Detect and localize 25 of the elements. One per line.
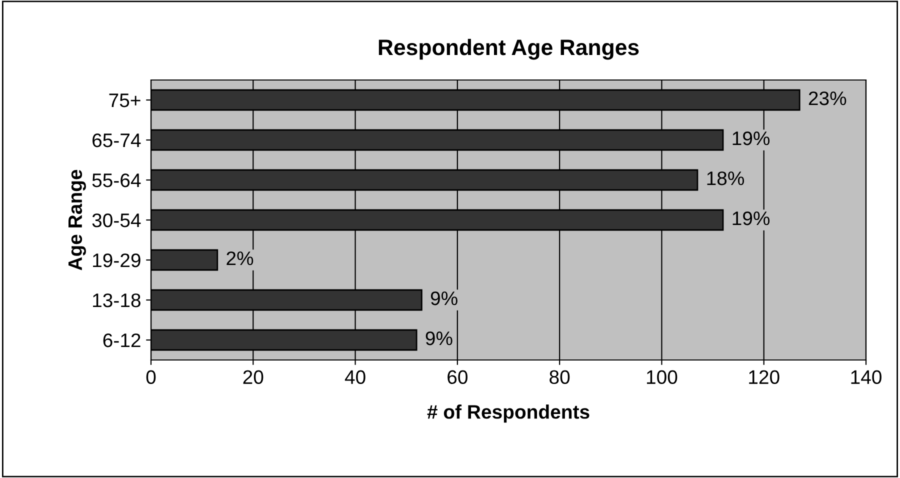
x-tick-label: 140 — [851, 370, 882, 384]
annotation: 19% — [732, 131, 770, 146]
y-tick-label: 6-12 — [103, 333, 140, 348]
x-tick-label: 0 — [146, 370, 156, 384]
annotation: 9% — [430, 291, 458, 306]
y-axis-title: Age Range — [68, 170, 86, 270]
y-tick-label: 30-54 — [92, 213, 141, 228]
annotation: 19% — [732, 211, 770, 226]
x-tick-label: 40 — [344, 370, 366, 384]
y-tick-label: 19-29 — [93, 253, 140, 268]
x-tick-label: 120 — [749, 370, 780, 384]
annotation: 2% — [226, 251, 254, 266]
annotation: 23% — [808, 91, 846, 106]
y-tick-label: 75+ — [109, 94, 140, 108]
y-tick-label: 55-64 — [92, 173, 141, 188]
y-tick-label: 13-18 — [93, 293, 140, 308]
annotation: 18% — [707, 171, 744, 186]
x-tick-label: 80 — [550, 370, 570, 384]
x-axis-title: # of Respondents — [427, 404, 590, 423]
y-tick-label: 65-74 — [92, 133, 141, 148]
chart-title: Respondent Age Ranges — [378, 38, 639, 60]
x-tick-label: 20 — [243, 370, 264, 384]
x-tick-label: 60 — [448, 370, 468, 384]
annotation: 9% — [426, 331, 452, 346]
x-tick-label: 100 — [646, 370, 678, 384]
